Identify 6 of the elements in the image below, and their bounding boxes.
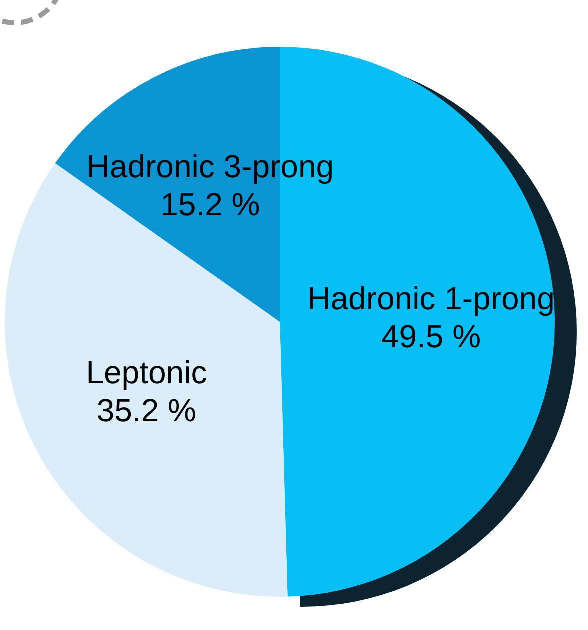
data-label: 15.2 % [160,186,260,223]
data-label: 35.2 % [96,392,197,428]
slice-label: Hadronic 3-prong [86,148,334,185]
slice-label: Leptonic [86,354,208,390]
slice-label: Hadronic 1-prong [308,280,555,317]
data-label: 49.5 % [381,318,482,355]
